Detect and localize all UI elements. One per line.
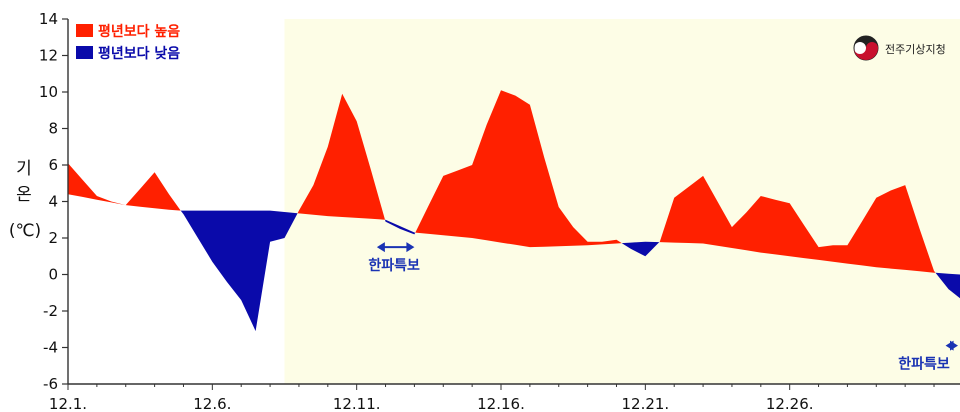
annotation-label: 한파특보 bbox=[898, 357, 950, 373]
y-tick-label: 12 bbox=[39, 47, 58, 65]
anomaly-areas bbox=[68, 90, 960, 332]
below-normal-area bbox=[621, 241, 660, 257]
annotation-label: 한파특보 bbox=[368, 258, 420, 274]
y-tick-label: -6 bbox=[43, 375, 58, 393]
highlight-region bbox=[284, 19, 960, 384]
y-axis-label-line: (℃) bbox=[9, 221, 41, 241]
y-tick-label: 8 bbox=[48, 120, 58, 138]
below-normal-area bbox=[935, 272, 960, 299]
y-axis-label-line: 온 bbox=[16, 185, 32, 205]
legend-label: 평년보다 높음 bbox=[98, 23, 180, 40]
legend-swatch bbox=[76, 24, 93, 37]
annotation-arrow-head bbox=[406, 242, 415, 253]
y-tick-label: 0 bbox=[48, 266, 58, 284]
legend-swatch bbox=[76, 46, 93, 59]
annotation-arrow-head bbox=[950, 340, 958, 351]
y-tick-label: -2 bbox=[43, 302, 58, 320]
above-normal-area bbox=[68, 163, 181, 211]
x-tick-label: 12.26. bbox=[766, 395, 814, 412]
y-tick-label: -4 bbox=[43, 339, 58, 357]
logo-text: 전주기상지청 bbox=[885, 43, 946, 56]
y-tick-label: 14 bbox=[39, 10, 58, 28]
legend-label: 평년보다 낮음 bbox=[98, 45, 180, 62]
y-axis-label-line: 기 bbox=[16, 159, 32, 179]
above-normal-area bbox=[297, 93, 385, 220]
annotation-arrow-head bbox=[376, 242, 385, 253]
x-tick-label: 12.1. bbox=[49, 395, 87, 412]
x-axis-ticks: 12.1. 12.6. 12.11. 12.16. 12.21. 12.26. bbox=[49, 384, 935, 412]
below-normal-area bbox=[385, 219, 416, 235]
x-tick-label: 12.21. bbox=[621, 395, 669, 412]
above-normal-area bbox=[659, 175, 936, 273]
y-tick-label: 2 bbox=[48, 229, 58, 247]
y-axis-ticks: -6 -4 -2 0 2 4 6 8 10 12 14 bbox=[39, 10, 68, 393]
y-tick-label: 4 bbox=[48, 193, 58, 211]
above-normal-area bbox=[415, 90, 622, 248]
agency-logo: 전주기상지청 bbox=[853, 35, 946, 61]
y-tick-label: 6 bbox=[48, 156, 58, 174]
y-tick-label: 10 bbox=[39, 83, 58, 101]
x-tick-label: 12.6. bbox=[193, 395, 231, 412]
y-axis-label: 기온 (℃) bbox=[9, 159, 41, 241]
x-tick-label: 12.16. bbox=[477, 395, 525, 412]
logo-emblem-half bbox=[854, 42, 878, 60]
x-tick-label: 12.11. bbox=[333, 395, 381, 412]
below-normal-area bbox=[180, 210, 298, 332]
